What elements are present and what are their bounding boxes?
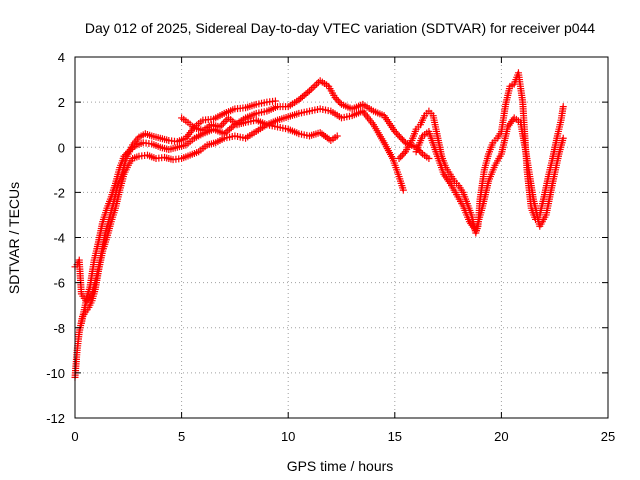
- data-point: [395, 155, 403, 163]
- y-tick-label: -2: [53, 185, 65, 200]
- x-tick-label: 25: [601, 429, 615, 444]
- x-tick-label: 0: [71, 429, 78, 444]
- data-point: [307, 85, 315, 93]
- x-tick-label: 10: [281, 429, 295, 444]
- data-point: [333, 132, 341, 140]
- y-tick-label: -6: [53, 276, 65, 291]
- x-tick-label: 15: [388, 429, 402, 444]
- data-point: [334, 97, 342, 105]
- plot-frame: [74, 56, 609, 419]
- x-tick-label: 5: [178, 429, 185, 444]
- data-point: [399, 186, 407, 194]
- y-tick-label: -10: [46, 366, 65, 381]
- data-point: [391, 127, 399, 135]
- data-point: [311, 82, 319, 90]
- chart-title: Day 012 of 2025, Sidereal Day-to-day VTE…: [85, 20, 595, 36]
- y-tick-label: 4: [58, 50, 65, 65]
- data-point: [309, 83, 317, 91]
- grid: [75, 57, 608, 418]
- data-point: [400, 137, 408, 145]
- data-point: [333, 95, 341, 103]
- data-point: [397, 134, 405, 142]
- data-point: [425, 155, 433, 163]
- data-point: [336, 99, 344, 107]
- data-point: [218, 121, 226, 129]
- data-point: [271, 97, 279, 105]
- data-point: [400, 149, 408, 157]
- data-point: [559, 134, 567, 142]
- data-point: [394, 131, 402, 139]
- data-point: [398, 136, 406, 144]
- y-axis-title: SDTVAR / TECUs: [6, 182, 22, 294]
- data-point: [398, 151, 406, 159]
- data-point: [397, 153, 405, 161]
- data-point: [331, 94, 339, 102]
- x-tick-label: 20: [494, 429, 508, 444]
- y-tick-label: 2: [58, 95, 65, 110]
- x-axis-title: GPS time / hours: [287, 458, 394, 474]
- axis-ticks: 0 5 10 15 20 25 -12 -10 -8 -6 -4 -2 0 2 4: [46, 50, 615, 444]
- data-point: [395, 132, 403, 140]
- data-point: [392, 129, 400, 137]
- y-tick-label: -8: [53, 321, 65, 336]
- data-point: [559, 103, 567, 111]
- y-tick-label: -12: [46, 411, 65, 426]
- data-points: [71, 69, 567, 381]
- y-tick-label: -4: [53, 231, 65, 246]
- y-tick-label: 0: [58, 140, 65, 155]
